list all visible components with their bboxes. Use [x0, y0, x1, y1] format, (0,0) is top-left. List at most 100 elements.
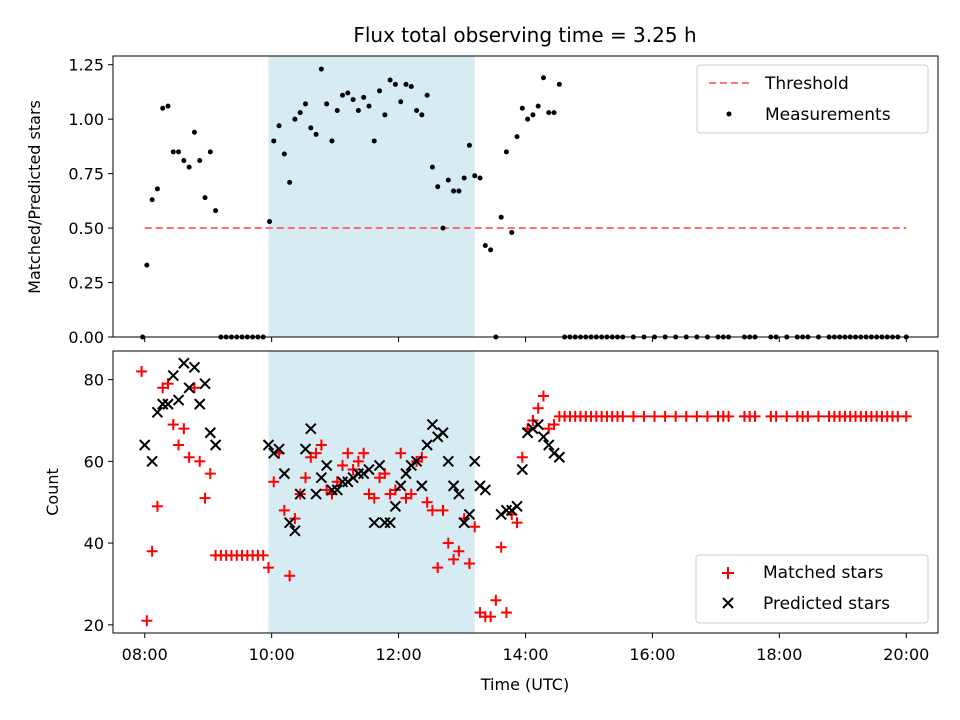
measurement-point	[429, 164, 435, 170]
top-y-tick-label: 1.25	[68, 56, 104, 75]
matched-star-point	[262, 562, 274, 574]
predicted-star-point	[537, 431, 550, 443]
bottom-panel: 20 40 60 80 08:00 10:00 12:00 14:00 16:00 18:00 2…	[43, 350, 939, 694]
top-legend: Threshold Measurements	[696, 64, 929, 134]
matched-star-point	[537, 390, 549, 402]
measurement-point	[355, 107, 361, 113]
measurement-point	[213, 208, 219, 214]
measurement-point	[186, 164, 192, 170]
measurement-point	[403, 81, 409, 87]
matched-star-point	[723, 410, 735, 422]
matched-star-point	[284, 570, 296, 582]
matched-star-point	[300, 472, 311, 484]
bottom-x-tick-label: 10:00	[249, 645, 295, 664]
matched-star-point	[749, 410, 761, 422]
top-panel: 0.00 0.25 0.50 0.75 1.00 1.25 Matched/Predict…	[25, 55, 939, 347]
predicted-star-point	[204, 427, 217, 439]
matched-star-point	[310, 447, 322, 459]
measurement-point	[451, 188, 457, 194]
matched-star-point	[405, 488, 417, 500]
predicted-star-point	[511, 500, 523, 513]
predicted-star-point	[151, 406, 164, 419]
measurement-point	[160, 105, 166, 111]
matched-star-point	[638, 410, 650, 422]
matched-star-point	[516, 451, 528, 463]
predicted-star-point	[458, 516, 470, 529]
matched-star-point	[167, 419, 179, 431]
matched-star-point	[617, 410, 629, 422]
predicted-star-point	[162, 398, 174, 410]
bottom-x-tick-label: 18:00	[756, 645, 802, 664]
predicted-star-point	[426, 418, 439, 431]
matched-star-point	[900, 410, 912, 422]
measurement-point	[556, 81, 562, 87]
measurement-point	[297, 110, 303, 116]
predicted-star-point	[532, 418, 544, 431]
matched-star-point	[268, 476, 280, 488]
predicted-star-point	[167, 369, 179, 382]
matched-star-point	[548, 419, 560, 431]
matched-star-point	[141, 615, 153, 627]
legend-measurements-swatch	[726, 111, 732, 117]
measurement-point	[371, 138, 377, 144]
matched-star-point	[448, 553, 460, 565]
legend-predicted-label: Predicted stars	[763, 594, 890, 614]
predicted-star-point	[178, 357, 190, 369]
matched-star-point	[183, 451, 195, 463]
predicted-star-point	[384, 516, 396, 529]
measurement-point	[488, 247, 494, 253]
matched-star-point	[781, 410, 793, 422]
predicted-star-point	[394, 480, 407, 492]
measurement-point	[176, 149, 182, 155]
measurement-point	[287, 179, 293, 185]
bottom-legend: Matched stars Predicted stars	[695, 554, 929, 624]
measurement-point	[392, 81, 398, 87]
measurement-point	[466, 142, 472, 148]
top-y-tick-label: 0.75	[68, 165, 104, 184]
measurement-point	[197, 158, 203, 164]
bottom-y-ticks: 20 40 60 80	[84, 371, 113, 635]
matched-star-point	[500, 607, 512, 619]
matched-star-point	[691, 410, 703, 422]
measurement-point	[154, 186, 160, 192]
predicted-star-point	[469, 455, 481, 468]
predicted-star-point	[283, 516, 296, 529]
matched-star-point	[463, 558, 475, 570]
predicted-star-point	[320, 459, 333, 472]
matched-star-point	[649, 410, 661, 422]
predicted-star-point	[315, 471, 328, 484]
predicted-star-point	[273, 443, 285, 455]
bottom-x-ticks: 08:00 10:00 12:00 14:00 16:00 18:00 20:00	[122, 633, 929, 664]
top-y-ticks: 0.00 0.25 0.50 0.75 1.00 1.25	[68, 56, 113, 347]
predicted-star-point	[199, 377, 211, 390]
predicted-star-point	[139, 439, 151, 451]
bottom-x-tick-label: 20:00	[883, 645, 929, 664]
measurement-point	[514, 134, 520, 140]
measurement-point	[170, 149, 176, 155]
measurement-point	[144, 262, 150, 268]
top-y-axis-label: Matched/Predicted stars	[25, 100, 44, 294]
predicted-star-point	[278, 467, 291, 480]
measurement-point	[202, 195, 208, 201]
bottom-x-tick-label: 14:00	[502, 645, 548, 664]
measurement-point	[440, 225, 446, 231]
predicted-star-point	[479, 484, 492, 496]
matched-star-point	[368, 492, 380, 504]
measurement-point	[540, 75, 546, 81]
matched-star-point	[490, 594, 502, 606]
predicted-star-point	[410, 455, 423, 468]
measurement-point	[276, 123, 282, 129]
bottom-y-axis-label: Count	[43, 468, 62, 516]
predicted-star-point	[262, 439, 275, 451]
predicted-star-point	[294, 488, 306, 500]
bottom-axes-frame	[112, 350, 939, 634]
measurement-point	[503, 149, 509, 155]
matched-star-point	[342, 447, 354, 459]
x-axis-label: Time (UTC)	[480, 675, 569, 694]
matched-star-point	[426, 504, 438, 516]
matched-star-point	[485, 611, 497, 623]
measurement-point	[461, 175, 467, 181]
measurement-point	[530, 112, 536, 118]
predicted-star-point	[363, 463, 375, 476]
